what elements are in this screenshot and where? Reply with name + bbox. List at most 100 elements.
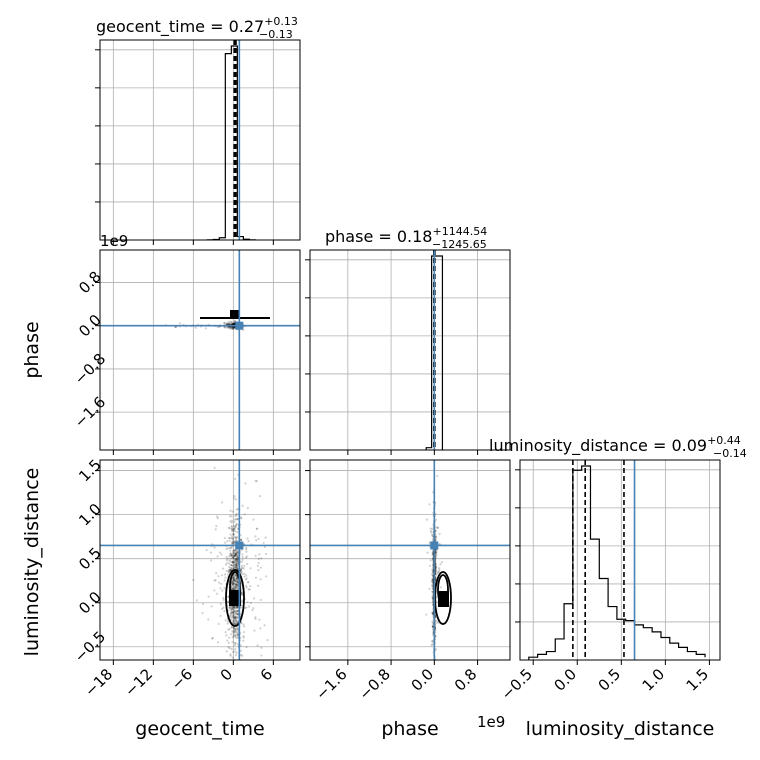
sample-point bbox=[234, 642, 237, 645]
sample-point bbox=[224, 631, 227, 634]
sample-point bbox=[231, 322, 235, 325]
sample-point bbox=[263, 545, 266, 549]
sample-point bbox=[226, 547, 230, 550]
sample-point bbox=[232, 533, 236, 536]
sample-point bbox=[231, 553, 234, 557]
sample-point bbox=[235, 553, 238, 556]
sample-point bbox=[431, 643, 434, 646]
sample-point bbox=[240, 570, 243, 573]
sample-point bbox=[434, 566, 438, 569]
sample-point bbox=[231, 529, 235, 532]
sample-point bbox=[235, 619, 238, 622]
sample-point bbox=[431, 593, 435, 596]
sample-point bbox=[234, 558, 237, 561]
sample-point bbox=[236, 587, 239, 591]
x-tick-label-geocent-time-1: −12 bbox=[121, 665, 156, 700]
sample-point bbox=[236, 551, 239, 554]
sample-point bbox=[232, 611, 235, 614]
sample-point bbox=[232, 558, 235, 561]
sample-point bbox=[231, 580, 234, 583]
sample-point bbox=[232, 613, 235, 616]
sample-point bbox=[233, 587, 236, 590]
sample-point bbox=[232, 567, 235, 570]
sample-point bbox=[233, 554, 236, 557]
sample-point bbox=[236, 580, 240, 584]
sample-point bbox=[233, 541, 236, 545]
sample-point bbox=[231, 619, 235, 622]
sample-point bbox=[236, 550, 239, 553]
sample-point bbox=[224, 576, 227, 579]
sample-point bbox=[233, 631, 236, 634]
sample-point bbox=[235, 605, 239, 609]
sample-point bbox=[241, 654, 244, 657]
x-tick-label-luminosity-distance-3: 1.0 bbox=[639, 665, 669, 695]
sample-point bbox=[207, 618, 210, 621]
sample-point bbox=[233, 554, 236, 557]
sample-point bbox=[234, 586, 237, 589]
sample-point bbox=[232, 326, 235, 329]
sample-point bbox=[210, 637, 214, 640]
sample-point bbox=[240, 567, 243, 570]
sample-point bbox=[246, 506, 249, 510]
sample-point bbox=[230, 554, 233, 557]
sample-point bbox=[234, 573, 237, 577]
sample-point bbox=[435, 550, 438, 554]
sample-point bbox=[228, 569, 231, 572]
sample-point bbox=[232, 556, 235, 559]
sample-point bbox=[236, 586, 239, 589]
sample-point bbox=[232, 626, 236, 630]
sample-point bbox=[235, 564, 238, 567]
sample-point bbox=[231, 581, 235, 584]
sample-point bbox=[227, 326, 230, 329]
sample-point bbox=[431, 568, 434, 571]
sample-point bbox=[431, 612, 434, 615]
sample-point bbox=[233, 619, 236, 622]
sample-point bbox=[233, 616, 237, 619]
sample-point bbox=[235, 606, 239, 610]
sample-point bbox=[235, 577, 238, 580]
sample-point bbox=[234, 627, 237, 630]
sample-point bbox=[256, 527, 259, 530]
sample-point bbox=[233, 576, 236, 579]
sample-point bbox=[233, 579, 236, 582]
sample-point bbox=[235, 558, 238, 561]
sample-point bbox=[235, 554, 238, 557]
sample-point bbox=[431, 600, 435, 603]
sample-point bbox=[225, 569, 228, 573]
sample-point bbox=[234, 577, 238, 580]
sample-point bbox=[247, 605, 251, 608]
sample-point bbox=[429, 527, 432, 530]
sample-point bbox=[431, 640, 434, 643]
sample-point bbox=[234, 552, 237, 555]
sample-point bbox=[241, 572, 244, 576]
sample-point bbox=[211, 636, 215, 640]
sample-point bbox=[232, 578, 236, 581]
y-axis-label-luminosity-distance: luminosity_distance bbox=[21, 468, 43, 657]
sample-point bbox=[221, 589, 224, 592]
sample-point bbox=[233, 322, 236, 325]
sample-point bbox=[262, 541, 265, 545]
sample-point bbox=[233, 565, 236, 568]
sample-point bbox=[245, 555, 248, 558]
sample-point bbox=[244, 584, 248, 587]
sample-point bbox=[256, 564, 259, 567]
sample-point bbox=[233, 326, 236, 329]
sample-point bbox=[232, 533, 235, 536]
sample-point bbox=[232, 621, 235, 625]
scatter-luminosity-distance-vs-geocent-time-frame bbox=[99, 459, 301, 661]
sample-point bbox=[430, 590, 434, 593]
sample-point bbox=[232, 326, 236, 329]
sample-point bbox=[235, 518, 238, 521]
sample-point bbox=[245, 546, 248, 549]
sample-point bbox=[236, 626, 239, 629]
sample-point bbox=[248, 588, 251, 591]
sample-point bbox=[229, 533, 232, 536]
sample-point bbox=[255, 527, 258, 530]
sample-point bbox=[235, 563, 238, 566]
sample-point bbox=[235, 583, 238, 586]
x-tick-label-geocent-time-0: −18 bbox=[81, 665, 116, 700]
sample-point bbox=[233, 610, 236, 613]
sample-point bbox=[228, 606, 232, 609]
sample-point bbox=[232, 326, 235, 329]
sample-point bbox=[259, 598, 262, 602]
